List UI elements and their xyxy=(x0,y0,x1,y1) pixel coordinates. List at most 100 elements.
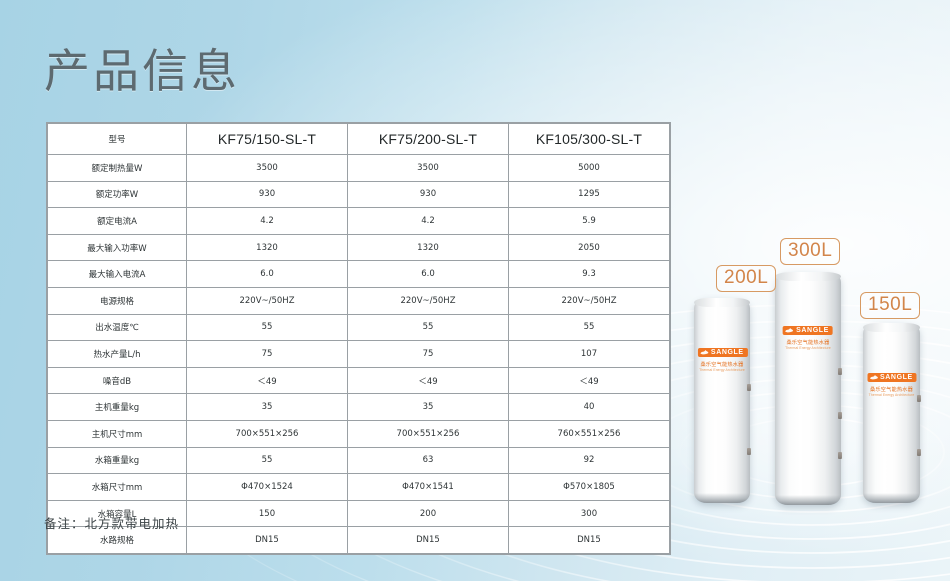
spec-cell-r1-c0: 930 xyxy=(186,180,348,209)
spec-cell-r2-c1: 4.2 xyxy=(347,207,509,235)
table-row: 噪音dB ＜49 ＜49 ＜49 xyxy=(47,366,670,395)
spec-row-label: 出水温度℃ xyxy=(47,313,187,342)
spec-cell-r1-c1: 930 xyxy=(347,180,509,209)
spec-cell-r11-c2: 92 xyxy=(508,446,670,475)
spec-cell-r4-c0: 6.0 xyxy=(186,260,348,288)
spec-row-label: 主机重量kg xyxy=(47,393,187,421)
brand-badge: SANGLE xyxy=(783,325,833,335)
spec-cell-r3-c1: 1320 xyxy=(347,233,509,262)
table-row: 最大输入电流A 6.0 6.0 9.3 xyxy=(47,260,670,288)
table-row: 热水产量L/h 75 75 107 xyxy=(47,340,670,368)
spec-cell-r7-c0: 75 xyxy=(186,340,348,368)
tank-port-upper xyxy=(747,384,751,391)
table-row: 电源规格 220V~/50HZ 220V~/50HZ 220V~/50HZ xyxy=(47,286,670,315)
spec-cell-r2-c2: 5.9 xyxy=(508,207,670,235)
brand-wordmark: SANGLE xyxy=(796,326,829,334)
spec-cell-r9-c1: 35 xyxy=(347,393,509,421)
spec-cell-r13-c1: 200 xyxy=(347,499,509,528)
brand-en-tagline: Thermal Energy Architecture xyxy=(785,345,831,350)
brand-cn-name: 桑乐空气能热水器 xyxy=(700,361,744,368)
spec-cell-r9-c0: 35 xyxy=(186,393,348,421)
spec-row-label: 额定功率W xyxy=(47,180,187,209)
spec-header-label: 型号 xyxy=(47,123,187,155)
brand-badge: SANGLE xyxy=(866,372,917,382)
spec-cell-r8-c0: ＜49 xyxy=(186,366,348,395)
spec-row-label: 水箱尺寸mm xyxy=(47,473,187,501)
spec-cell-r8-c2: ＜49 xyxy=(508,366,670,395)
specification-table: 型号 KF75/150-SL-T KF75/200-SL-T KF105/300-SL… xyxy=(47,123,670,554)
spec-cell-r10-c0: 700×551×256 xyxy=(186,419,348,448)
spec-cell-r5-c2: 220V~/50HZ xyxy=(508,286,670,315)
capacity-tag-150l: 150L xyxy=(860,292,921,319)
tank-150l: SANGLE 桑乐空气能热水器 Thermal Energy Architect… xyxy=(863,323,921,503)
spec-cell-r1-c2: 1295 xyxy=(508,180,670,209)
spec-cell-r3-c2: 2050 xyxy=(508,233,670,262)
tank-top-cap xyxy=(863,323,920,332)
table-row: 主机重量kg 35 35 40 xyxy=(47,393,670,421)
spec-cell-r2-c0: 4.2 xyxy=(186,207,348,235)
spec-cell-r0-c0: 3500 xyxy=(186,154,348,182)
brand-en-tagline: Thermal Energy Architecture xyxy=(699,367,745,372)
tank-port-lower xyxy=(917,449,921,456)
spec-cell-r14-c1: DN15 xyxy=(347,526,509,554)
table-row: 主机尺寸mm 700×551×256 700×551×256 760×551×256 xyxy=(47,419,670,448)
spec-cell-r13-c2: 300 xyxy=(508,499,670,528)
table-row: 水路规格 DN15 DN15 DN15 xyxy=(47,526,670,554)
table-row: 额定制热量W 3500 3500 5000 xyxy=(47,154,670,182)
tank-port-lower xyxy=(838,452,842,459)
table-row: 水箱尺寸mm Φ470×1524 Φ470×1541 Φ570×1805 xyxy=(47,473,670,501)
table-row: 出水温度℃ 55 55 55 xyxy=(47,313,670,342)
flame-icon xyxy=(869,375,878,380)
brand-cn-name: 桑乐空气能热水器 xyxy=(786,339,830,346)
tank-port-upper xyxy=(917,395,921,402)
spec-cell-r4-c1: 6.0 xyxy=(347,260,509,288)
spec-cell-r11-c1: 63 xyxy=(347,446,509,475)
tank-port-upper xyxy=(838,368,842,375)
page-title: 产品信息 xyxy=(44,44,240,98)
brand-wordmark: SANGLE xyxy=(879,373,913,381)
spec-cell-r13-c0: 150 xyxy=(186,499,348,528)
spec-cell-r14-c0: DN15 xyxy=(186,526,348,554)
table-footnote: 备注：北方款带电加热 xyxy=(44,516,180,531)
brand-wordmark: SANGLE xyxy=(710,348,744,356)
table-row: 额定功率W 930 930 1295 xyxy=(47,180,670,209)
tank-logo-300l: SANGLE 桑乐空气能热水器 Thermal Energy Architect… xyxy=(780,320,837,350)
spec-cell-r8-c1: ＜49 xyxy=(347,366,509,395)
spec-row-label: 额定电流A xyxy=(47,207,187,235)
tank-base xyxy=(775,495,841,505)
spec-row-label: 最大输入功率W xyxy=(47,233,187,262)
spec-row-label: 热水产量L/h xyxy=(47,340,187,368)
spec-cell-r6-c2: 55 xyxy=(508,313,670,342)
spec-header-model-2: KF75/200-SL-T xyxy=(347,123,509,155)
tank-top-cap xyxy=(775,272,841,281)
spec-cell-r0-c1: 3500 xyxy=(347,154,509,182)
flame-icon xyxy=(785,328,794,333)
spec-cell-r0-c2: 5000 xyxy=(508,154,670,182)
spec-cell-r10-c2: 760×551×256 xyxy=(508,419,670,448)
spec-row-label: 水路规格 xyxy=(47,526,187,554)
tank-port-lower xyxy=(747,448,751,455)
capacity-tag-200l: 200L xyxy=(716,265,777,292)
tank-logo-150l: SANGLE 桑乐空气能热水器 Thermal Energy Architect… xyxy=(866,367,917,397)
flame-icon xyxy=(700,350,709,355)
table-row: 最大输入功率W 1320 1320 2050 xyxy=(47,233,670,262)
spec-row-label: 水箱重量kg xyxy=(47,446,187,475)
spec-table-body: 型号 KF75/150-SL-T KF75/200-SL-T KF105/300-SL… xyxy=(47,123,670,554)
spec-row-label: 最大输入电流A xyxy=(47,260,187,288)
spec-cell-r5-c1: 220V~/50HZ xyxy=(347,286,509,315)
spec-header-model-3: KF105/300-SL-T xyxy=(508,123,670,155)
spec-cell-r6-c1: 55 xyxy=(347,313,509,342)
spec-cell-r4-c2: 9.3 xyxy=(508,260,670,288)
table-row: 额定电流A 4.2 4.2 5.9 xyxy=(47,207,670,235)
product-image-group: SANGLE 桑乐空气能热水器 Thermal Energy Architect… xyxy=(680,238,950,540)
brand-cn-name: 桑乐空气能热水器 xyxy=(869,386,914,393)
brand-en-tagline: Thermal Energy Architecture xyxy=(868,392,915,397)
spec-cell-r3-c0: 1320 xyxy=(186,233,348,262)
tank-port-mid xyxy=(838,412,842,419)
spec-table-header-row: 型号 KF75/150-SL-T KF75/200-SL-T KF105/300-SL… xyxy=(47,123,670,155)
spec-cell-r12-c1: Φ470×1541 xyxy=(347,473,509,501)
spec-cell-r9-c2: 40 xyxy=(508,393,670,421)
spec-cell-r12-c0: Φ470×1524 xyxy=(186,473,348,501)
tank-base xyxy=(863,493,920,503)
spec-cell-r7-c1: 75 xyxy=(347,340,509,368)
